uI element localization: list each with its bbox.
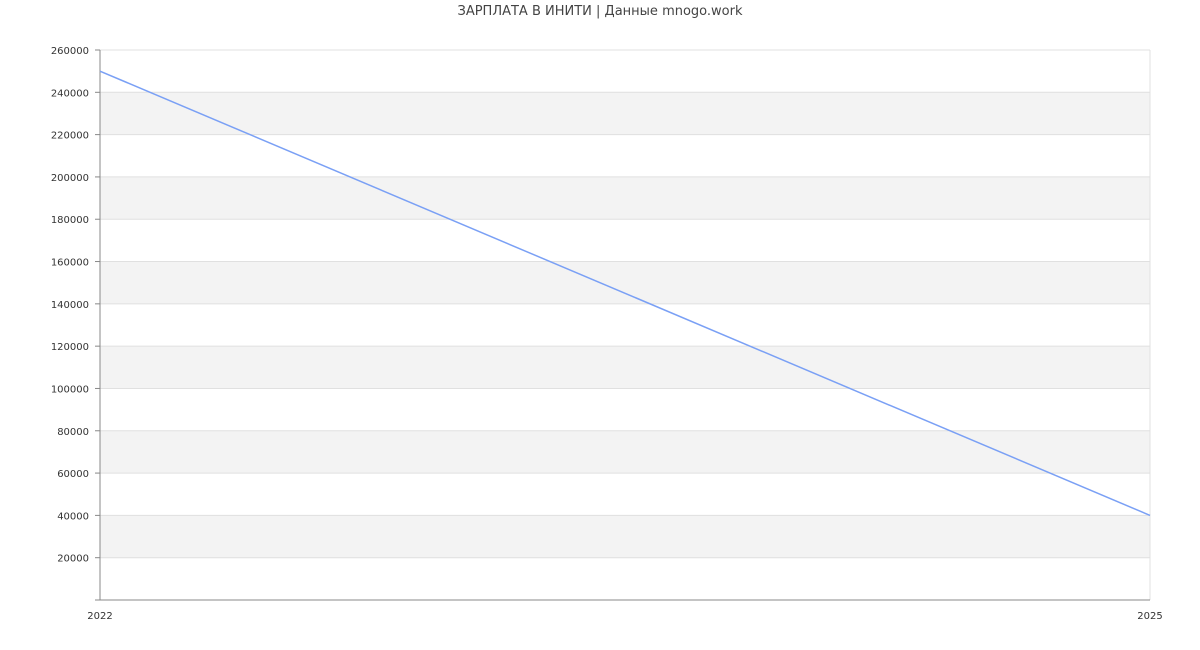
x-tick-label: 2022	[87, 611, 112, 622]
grid-band	[100, 346, 1150, 389]
y-tick-label: 220000	[51, 131, 89, 142]
y-tick-label: 160000	[51, 258, 89, 269]
y-tick-label: 140000	[51, 300, 89, 311]
grid-band	[100, 261, 1150, 304]
y-tick-label: 20000	[57, 554, 89, 565]
x-tick-label: 2025	[1137, 611, 1162, 622]
grid-band	[100, 92, 1150, 135]
y-tick-label: 180000	[51, 215, 89, 226]
y-tick-label: 60000	[57, 469, 89, 480]
grid-band	[100, 176, 1150, 220]
y-tick-label: 240000	[51, 88, 89, 99]
y-tick-label: 120000	[51, 342, 89, 353]
grid-band	[100, 430, 1150, 474]
y-tick-label: 260000	[51, 46, 89, 57]
y-tick-label: 200000	[51, 173, 89, 184]
grid-band	[100, 515, 1150, 558]
series-line	[99, 70, 1151, 517]
y-tick-label: 100000	[51, 384, 89, 395]
y-tick-label: 40000	[57, 511, 89, 522]
y-tick-label: 80000	[57, 427, 89, 438]
chart-title: ЗАРПЛАТА В ИНИТИ | Данные mnogo.work	[457, 4, 743, 19]
